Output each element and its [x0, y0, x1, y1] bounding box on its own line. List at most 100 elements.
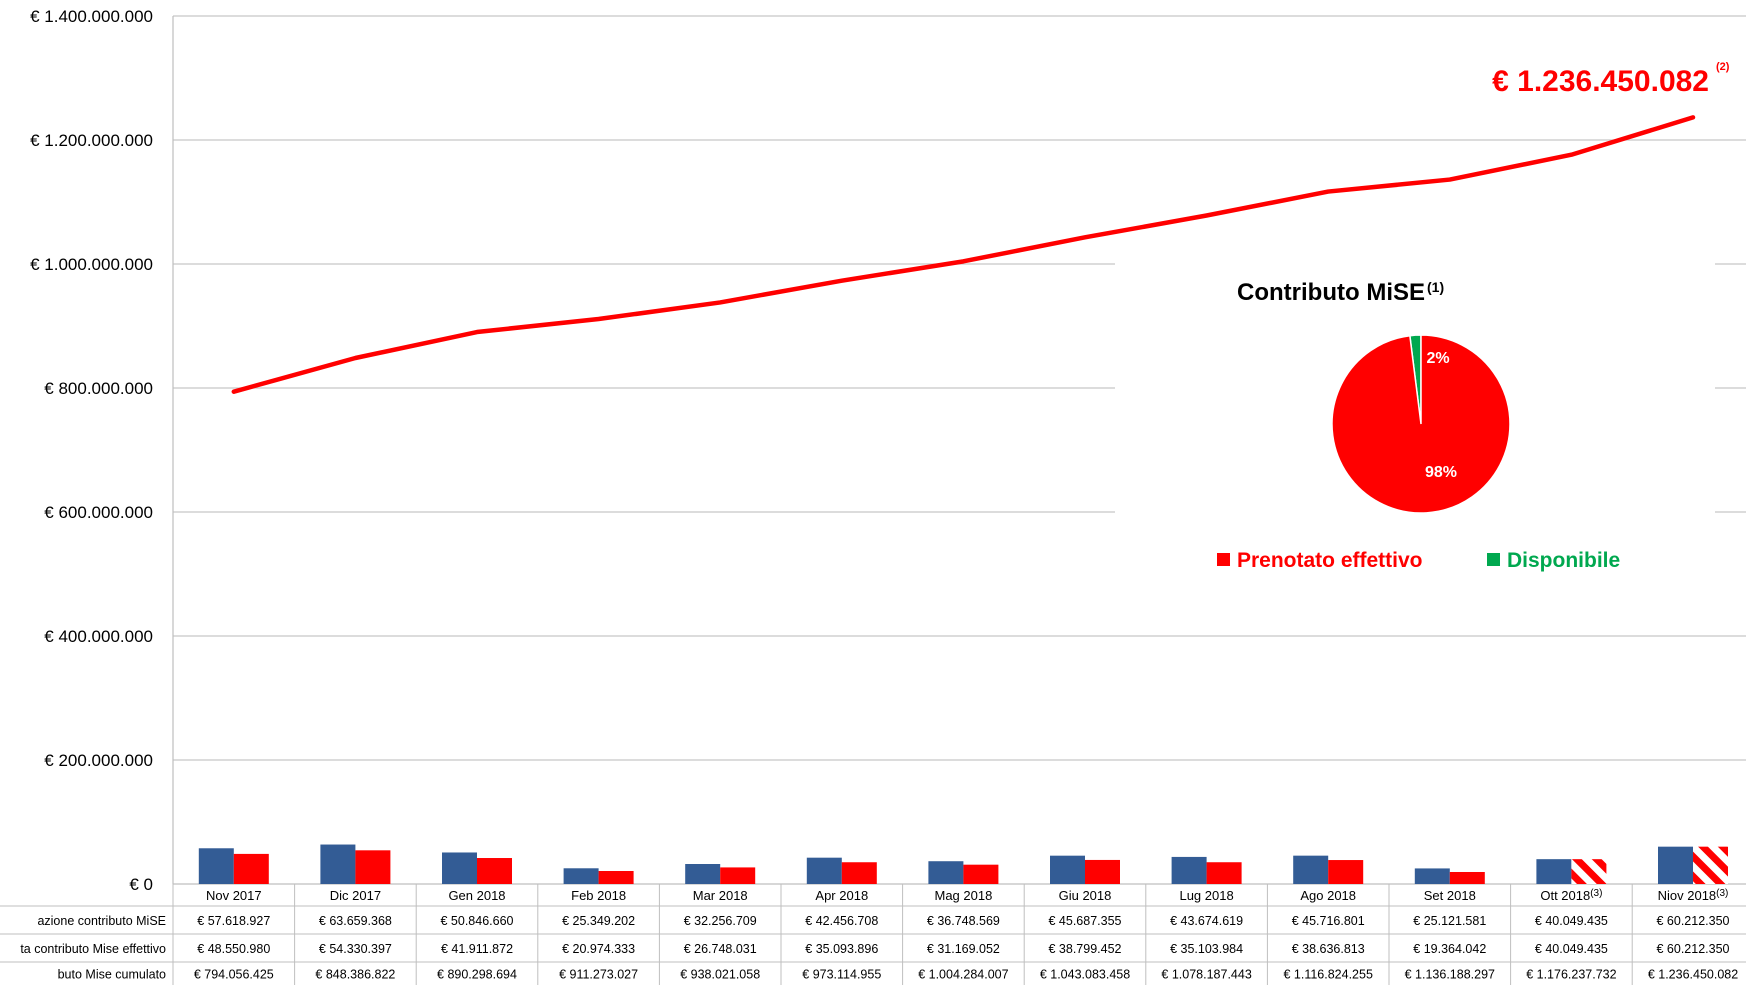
table-cell: € 938.021.058: [680, 968, 760, 982]
table-cell: € 35.103.984: [1170, 942, 1243, 956]
table-row-label: ta contributo Mise effettivo: [20, 942, 166, 956]
table-cell: € 57.618.927: [197, 914, 270, 928]
table-cell: € 45.687.355: [1049, 914, 1122, 928]
bar-allocation: [1414, 868, 1450, 884]
bar-booked: [233, 853, 269, 884]
category-label: Feb 2018: [571, 888, 626, 903]
y-tick-label: € 800.000.000: [44, 379, 153, 398]
table-cell: € 1.176.237.732: [1526, 968, 1616, 982]
category-label: Niov 2018(3): [1658, 888, 1729, 903]
pie-slice: [1331, 334, 1511, 514]
table-cell: € 48.550.980: [197, 942, 270, 956]
table-row-label: buto Mise cumulato: [58, 968, 166, 982]
bars: [198, 844, 1728, 884]
table-cell: € 31.169.052: [927, 942, 1000, 956]
category-label: Mag 2018: [934, 888, 992, 903]
category-note: (3): [1716, 888, 1728, 899]
table-cell: € 848.386.822: [315, 968, 395, 982]
table-cell: € 50.846.660: [441, 914, 514, 928]
table-cell: € 1.078.187.443: [1161, 968, 1251, 982]
table-cell: € 19.364.042: [1413, 942, 1486, 956]
legend-swatch-booked: [1217, 553, 1230, 566]
table-cell: € 20.974.333: [562, 942, 635, 956]
legend-label-available: Disponibile: [1507, 549, 1620, 572]
final-value-label: € 1.236.450.082: [1492, 65, 1709, 98]
table-cell: € 973.114.955: [802, 968, 881, 982]
y-tick-label: € 600.000.000: [44, 503, 153, 522]
bar-allocation: [563, 868, 599, 884]
category-label: Apr 2018: [815, 888, 868, 903]
table-cell: € 1.136.188.297: [1405, 968, 1495, 982]
table-cell: € 54.330.397: [319, 942, 392, 956]
bar-allocation: [1536, 859, 1572, 884]
table-cell: € 25.121.581: [1413, 914, 1486, 928]
bar-allocation: [1658, 846, 1693, 884]
bar-booked: [1206, 862, 1242, 884]
bar-booked: [963, 864, 999, 884]
table-cell: € 32.256.709: [684, 914, 757, 928]
table-cell: € 25.349.202: [562, 914, 635, 928]
y-tick-label: € 1.000.000.000: [30, 255, 153, 274]
table-cell: € 1.236.450.082: [1648, 968, 1738, 982]
table-cell: € 1.004.284.007: [918, 968, 1008, 982]
pie-slice-label: 98%: [1425, 464, 1457, 481]
bar-allocation: [685, 864, 721, 884]
table-cell: € 911.273.027: [559, 968, 638, 982]
y-tick-label: € 1.200.000.000: [30, 131, 153, 150]
table-cell: € 63.659.368: [319, 914, 392, 928]
table-cell: € 890.298.694: [437, 968, 517, 982]
table-cell: € 60.212.350: [1657, 914, 1730, 928]
bar-allocation: [928, 861, 964, 884]
table-cell: € 42.456.708: [805, 914, 878, 928]
bar-allocation: [1293, 855, 1329, 884]
table-cell: € 38.636.813: [1292, 942, 1365, 956]
data-table: Nov 2017 Dic 2017 Gen 2018 Feb 2018 Mar 2018…: [0, 884, 1746, 985]
table-cell: € 36.748.569: [927, 914, 1000, 928]
table-cell: € 45.716.801: [1292, 914, 1365, 928]
table-cell: € 35.093.896: [805, 942, 878, 956]
pie-title-note: (1): [1427, 279, 1444, 295]
pie-title: Contributo MiSE: [1237, 279, 1425, 306]
table-cell: € 1.116.824.255: [1283, 968, 1372, 982]
final-annotation: € 1.236.450.082 (2): [1492, 61, 1730, 98]
y-tick-label: € 1.400.000.000: [30, 7, 153, 26]
pie-slice-label: 2%: [1426, 350, 1449, 367]
bar-booked: [1085, 859, 1120, 884]
category-label: Giu 2018: [1059, 888, 1112, 903]
category-label: Dic 2017: [330, 888, 381, 903]
bar-allocation: [442, 852, 477, 884]
final-value-note: (2): [1716, 61, 1730, 73]
bar-booked: [1449, 871, 1485, 884]
category-label: Ott 2018(3): [1540, 888, 1602, 903]
bar-allocation: [806, 857, 842, 884]
bar-booked: [1328, 860, 1364, 884]
category-note: (3): [1590, 888, 1602, 899]
table-cell: € 26.748.031: [684, 942, 757, 956]
legend-swatch-available: [1487, 553, 1500, 566]
cumulative-line: [231, 115, 1696, 394]
table-cell: € 60.212.350: [1657, 942, 1730, 956]
table-cell: € 40.049.435: [1535, 942, 1608, 956]
table-cell: € 41.911.872: [441, 942, 513, 956]
category-label: Lug 2018: [1179, 888, 1233, 903]
table-cell: € 1.043.083.458: [1040, 968, 1130, 982]
bar-allocation: [198, 848, 234, 884]
bar-allocation: [1050, 855, 1085, 884]
bar-booked: [477, 858, 512, 884]
bar-booked: [355, 850, 391, 884]
y-tick-label: € 400.000.000: [44, 627, 153, 646]
bar-allocation: [1171, 856, 1207, 884]
category-label: Ago 2018: [1300, 888, 1356, 903]
table-cell: € 794.056.425: [194, 968, 274, 982]
legend-label-booked: Prenotato effettivo: [1237, 549, 1423, 572]
bar-booked: [1693, 846, 1728, 884]
bar-booked: [598, 870, 634, 884]
category-label: Mar 2018: [693, 888, 748, 903]
y-tick-label: € 0: [129, 875, 153, 894]
bar-booked: [1571, 859, 1607, 884]
table-cell: € 43.674.619: [1170, 914, 1243, 928]
bar-booked: [841, 862, 877, 884]
category-label: Set 2018: [1424, 888, 1476, 903]
bar-booked: [720, 867, 756, 884]
